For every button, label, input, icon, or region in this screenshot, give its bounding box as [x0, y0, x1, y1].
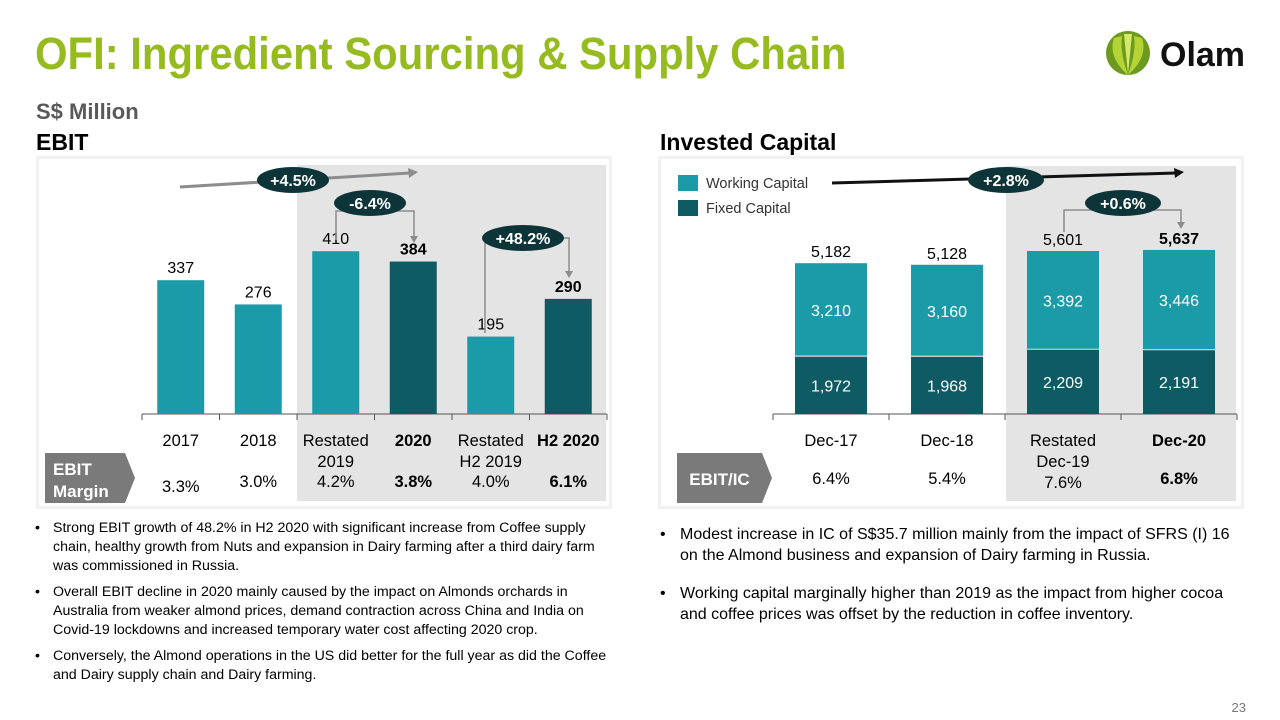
category-label: Restated — [303, 432, 369, 450]
unit-label: S$ Million — [36, 99, 139, 124]
ic-chart: 1,972 3,210 5,182 Dec-17 6.4% 1,968 3,160 5,128… — [677, 167, 1238, 503]
charts-svg: 33720173.3%27620183.0%410Restated20194.2… — [45, 167, 1238, 503]
ebit-chart: 33720173.3%27620183.0%410Restated20194.2… — [45, 167, 608, 503]
bar-fixed-capital — [1143, 350, 1215, 414]
legend-swatch — [678, 175, 698, 191]
bar-working-capital — [795, 263, 867, 356]
yoy-bubble — [334, 190, 406, 216]
h2-bubble — [482, 225, 564, 251]
olam-leaf-icon: Olam — [1106, 31, 1245, 75]
h2-bracket-arrowhead — [565, 271, 573, 278]
ic-cagr-bubble — [968, 167, 1044, 193]
ebit-ic-tag-text: EBIT/IC — [689, 470, 749, 489]
margin-value: 6.1% — [549, 473, 587, 491]
category-label: H2 2020 — [537, 432, 599, 450]
ic-cagr-label: +2.8% — [983, 173, 1029, 190]
ebit-panel — [36, 156, 612, 509]
category-label: Dec-20 — [1152, 432, 1206, 450]
category-label: 2019 — [317, 453, 354, 471]
ebit-ic-value: 6.4% — [812, 470, 850, 488]
yoy-label: -6.4% — [349, 196, 391, 213]
page-title: OFI: Ingredient Sourcing & Supply Chain — [35, 28, 847, 79]
category-label: 2017 — [162, 432, 199, 450]
fixed-capital-label: 2,191 — [1159, 375, 1199, 392]
category-label: Restated — [1030, 432, 1096, 450]
total-label: 5,637 — [1159, 231, 1199, 248]
total-label: 5,128 — [927, 246, 967, 263]
left-commentary: Strong EBIT growth of 48.2% in H2 2020 w… — [35, 519, 610, 692]
margin-value: 4.0% — [472, 473, 510, 491]
data-label: 276 — [245, 284, 272, 301]
fixed-capital-label: 1,972 — [811, 378, 851, 395]
bar-h2-2020 — [544, 298, 592, 414]
yoy-bracket-arrowhead — [410, 236, 418, 243]
ebit-ic-value: 7.6% — [1044, 474, 1082, 492]
ebit-margin-tag-text: Margin — [53, 482, 109, 501]
ic-chart-title: Invested Capital — [660, 129, 837, 155]
bar-fixed-capital — [795, 356, 867, 414]
h2-label: +48.2% — [496, 231, 551, 248]
bar-working-capital — [911, 264, 983, 356]
cagr-bubble — [257, 167, 329, 193]
legend-label: Working Capital — [706, 176, 808, 192]
data-label: 337 — [167, 260, 194, 277]
bar-fixed-capital — [1027, 349, 1099, 414]
page-number: 23 — [1231, 700, 1246, 715]
category-label: 2018 — [240, 432, 277, 450]
right-commentary: Modest increase in IC of S$35.7 million … — [660, 524, 1250, 642]
category-label: Dec-19 — [1036, 453, 1089, 471]
margin-value: 3.0% — [239, 473, 277, 491]
ebit-ic-tag — [677, 453, 772, 503]
bar-2017 — [157, 280, 205, 414]
data-label: 195 — [477, 317, 504, 334]
olam-logo: Olam — [1104, 28, 1264, 83]
brand-name: Olam — [1160, 36, 1245, 74]
bar-fixed-capital — [911, 356, 983, 414]
bar-restated-h2-2019 — [467, 336, 515, 414]
category-label: Restated — [458, 432, 524, 450]
ic-yoy-label: +0.6% — [1100, 196, 1146, 213]
data-label: 290 — [555, 279, 582, 296]
category-label: H2 2019 — [460, 453, 522, 471]
margin-value: 3.8% — [394, 473, 432, 491]
trend-arrowhead — [408, 168, 418, 178]
ebit-ic-value: 6.8% — [1160, 470, 1198, 488]
category-label: Dec-18 — [920, 432, 973, 450]
working-capital-label: 3,160 — [927, 304, 967, 321]
bar-2020 — [389, 261, 437, 414]
fixed-capital-label: 1,968 — [927, 378, 967, 395]
total-label: 5,601 — [1043, 232, 1083, 249]
data-label: 384 — [400, 242, 427, 259]
legend-label: Fixed Capital — [706, 201, 791, 217]
ic-yoy-bracket-arrowhead — [1177, 222, 1185, 229]
bar-restated-2019 — [312, 251, 360, 414]
ebit-chart-title: EBIT — [36, 129, 89, 155]
bullet-item: Strong EBIT growth of 48.2% in H2 2020 w… — [35, 519, 610, 576]
working-capital-label: 3,446 — [1159, 293, 1199, 310]
ebit-margin-tag-text: EBIT — [53, 460, 92, 479]
legend-swatch — [678, 200, 698, 216]
margin-value: 3.3% — [162, 478, 200, 496]
ic-panel — [658, 156, 1244, 509]
working-capital-label: 3,392 — [1043, 293, 1083, 310]
bullet-item: Conversely, the Almond operations in the… — [35, 647, 610, 685]
category-label: 2020 — [395, 432, 432, 450]
margin-value: 4.2% — [317, 473, 355, 491]
bullet-item: Overall EBIT decline in 2020 mainly caus… — [35, 583, 610, 640]
ebit-margin-tag — [45, 453, 135, 503]
category-label: Dec-17 — [804, 432, 857, 450]
bar-working-capital — [1027, 251, 1099, 349]
total-label: 5,182 — [811, 244, 851, 261]
fixed-capital-label: 2,209 — [1043, 375, 1083, 392]
bar-2018 — [234, 304, 282, 414]
trend-arrowhead — [1174, 168, 1184, 178]
bullet-item: Modest increase in IC of S$35.7 million … — [660, 524, 1250, 566]
cagr-label: +4.5% — [270, 173, 316, 190]
bar-working-capital — [1143, 249, 1215, 350]
ic-yoy-bubble — [1085, 190, 1161, 216]
bullet-item: Working capital marginally higher than 2… — [660, 583, 1250, 625]
working-capital-label: 3,210 — [811, 303, 851, 320]
ebit-ic-value: 5.4% — [928, 470, 966, 488]
